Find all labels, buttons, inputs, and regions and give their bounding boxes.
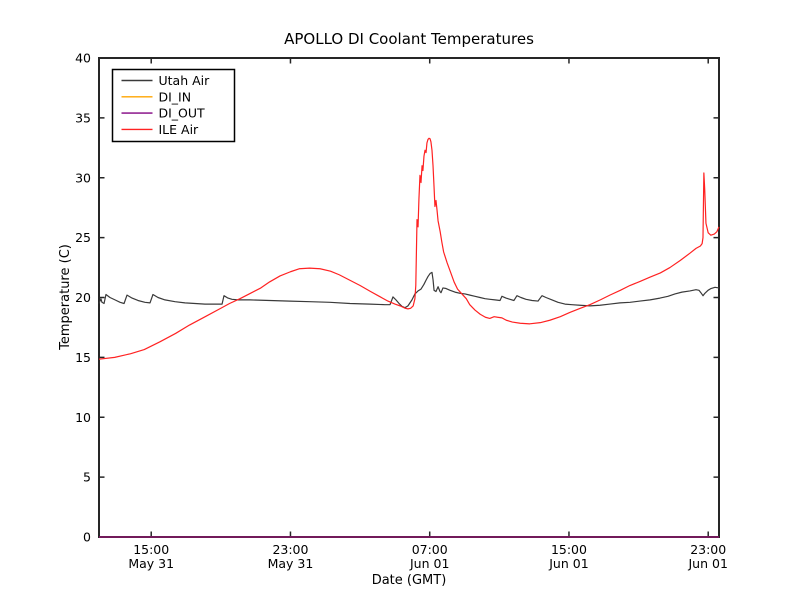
x-tick-label-date: Jun 01 (409, 556, 449, 571)
y-tick-label: 5 (83, 470, 91, 485)
y-tick-label: 20 (75, 290, 91, 305)
x-tick-label-time: 23:00 (690, 542, 726, 557)
x-tick-label-time: 23:00 (272, 542, 308, 557)
x-tick-label-date: Jun 01 (687, 556, 727, 571)
x-tick-label-date: May 31 (268, 556, 314, 571)
y-tick-label: 40 (75, 51, 91, 66)
legend-label-di-out: DI_OUT (159, 106, 206, 121)
y-tick-label: 30 (75, 170, 91, 185)
y-tick-label: 35 (75, 110, 91, 125)
x-tick-label-date: May 31 (128, 556, 174, 571)
x-axis-label: Date (GMT) (371, 573, 447, 588)
chart-title: APOLLO DI Coolant Temperatures (284, 30, 534, 48)
x-tick-label-time: 07:00 (412, 542, 448, 557)
y-tick-label: 25 (75, 230, 91, 245)
series-line-utah-air (98, 271, 720, 309)
y-tick-label: 15 (75, 350, 91, 365)
legend-label-ile-air: ILE Air (159, 122, 200, 137)
y-tick-label: 0 (83, 530, 91, 545)
y-tick-label: 10 (75, 410, 91, 425)
x-tick-label-time: 15:00 (551, 542, 587, 557)
x-tick-label-time: 15:00 (133, 542, 169, 557)
legend-label-di-in: DI_IN (159, 89, 192, 104)
x-tick-label-date: Jun 01 (548, 556, 588, 571)
series-line-ile-air (98, 137, 720, 360)
legend-label-utah-air: Utah Air (159, 73, 211, 88)
